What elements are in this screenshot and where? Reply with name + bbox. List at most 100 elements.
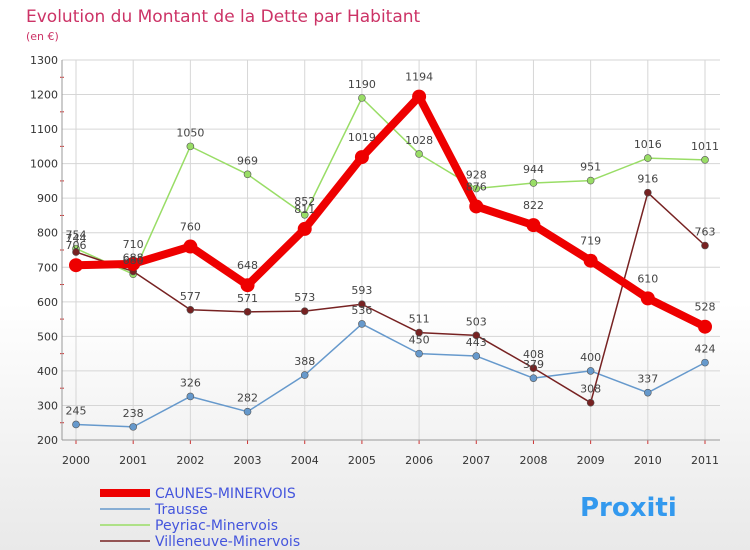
chart-subtitle: (en €) (26, 30, 59, 43)
data-label: 944 (523, 163, 544, 176)
series-point-3 (186, 305, 195, 314)
series-point-1 (415, 349, 423, 358)
x-tick-label: 2006 (405, 454, 433, 467)
series-point-2 (644, 154, 652, 162)
data-label: 706 (66, 239, 87, 252)
y-tick-label: 600 (37, 296, 58, 309)
series-point-1 (243, 407, 252, 416)
series-line-0 (72, 92, 709, 331)
data-label: 245 (66, 404, 87, 417)
data-label: 876 (466, 180, 487, 193)
data-label: 573 (294, 291, 315, 304)
x-tick-label: 2001 (119, 454, 147, 467)
data-label: 744 (66, 232, 87, 245)
series-point-1 (644, 388, 652, 397)
data-label: 719 (580, 235, 601, 248)
proxiti-logo: Proxiti (580, 493, 677, 523)
series-point-3 (586, 398, 595, 407)
series-point-3 (644, 188, 652, 197)
y-tick-label: 400 (37, 365, 58, 378)
series-point-2 (186, 142, 195, 151)
data-label: 238 (123, 407, 144, 420)
series-point-1 (72, 420, 80, 429)
series-point-2 (358, 94, 366, 102)
data-label: 822 (523, 199, 544, 212)
series-point-2 (586, 176, 595, 185)
x-tick-label: 2002 (176, 454, 204, 467)
x-tick-label: 2003 (234, 454, 262, 467)
data-label: 1190 (348, 78, 376, 91)
x-tick-label: 2004 (291, 454, 319, 467)
series-point-2 (415, 150, 423, 158)
data-label: 326 (180, 376, 201, 389)
data-label: 1019 (348, 131, 376, 144)
data-label: 610 (637, 272, 658, 285)
x-tick-label: 2000 (62, 454, 90, 467)
y-tick-label: 1000 (30, 158, 58, 171)
series-point-0 (526, 218, 541, 233)
y-tick-label: 200 (37, 434, 58, 447)
series-point-2 (300, 210, 309, 219)
data-label: 443 (466, 336, 487, 349)
series-point-0 (698, 319, 712, 334)
data-label: 928 (466, 169, 487, 182)
series-point-1 (186, 392, 195, 401)
series-point-2 (472, 184, 481, 193)
series-point-0 (297, 221, 312, 236)
data-label: 577 (180, 290, 201, 303)
y-tick-label: 900 (37, 192, 58, 205)
axes: 200 300 400 500 600 700 800 900 1000 1100 1200 1300… (30, 54, 720, 467)
data-label: 680 (123, 254, 144, 267)
data-label: 763 (695, 226, 716, 239)
data-label: 710 (123, 238, 144, 251)
x-tick-label: 2009 (577, 454, 605, 467)
series-point-0 (69, 258, 83, 273)
logo-text: Proxiti (580, 493, 677, 523)
y-tick-label: 300 (37, 399, 58, 412)
series-point-3 (701, 241, 709, 250)
x-tick-label: 2007 (462, 454, 490, 467)
data-label: 593 (351, 284, 372, 297)
y-tick-label: 1200 (30, 89, 58, 102)
series-point-2 (243, 170, 252, 179)
y-tick-label: 1300 (30, 54, 58, 67)
data-label: 916 (637, 173, 658, 186)
data-label: 503 (466, 315, 487, 328)
data-label: 337 (637, 373, 658, 386)
series-layer (69, 89, 712, 431)
series-point-0 (354, 150, 369, 165)
series-point-3 (72, 248, 80, 256)
data-labels: 706 710 760 648 811 1019 1194 876 822 719 610 528 24… (66, 71, 720, 420)
series-point-0 (183, 239, 198, 254)
data-label: 379 (523, 358, 544, 371)
data-label: 511 (409, 313, 430, 326)
legend-entry: CAUNES-MINERVOIS (155, 486, 296, 502)
data-label: 1050 (176, 126, 204, 139)
series-point-2 (529, 179, 538, 187)
data-label: 571 (237, 292, 258, 305)
series-line-1 (75, 323, 706, 428)
series-point-3 (472, 331, 481, 340)
series-point-2 (701, 156, 709, 164)
series-point-3 (415, 328, 423, 337)
data-label: 811 (294, 203, 315, 216)
y-tick-label: 800 (37, 227, 58, 240)
data-label: 1011 (691, 140, 719, 153)
data-label: 282 (237, 392, 258, 405)
data-label: 450 (409, 334, 430, 347)
data-label: 760 (180, 221, 201, 234)
x-tick-label: 2008 (519, 454, 547, 467)
series-point-3 (243, 308, 252, 316)
legend-entry: Villeneuve-Minervois (155, 534, 300, 550)
series-line-3 (75, 191, 706, 404)
data-label: 408 (523, 348, 544, 361)
series-point-3 (529, 364, 538, 372)
data-label: 1194 (405, 71, 433, 84)
x-tick-label: 2005 (348, 454, 376, 467)
y-tick-label: 700 (37, 261, 58, 274)
series-point-0 (412, 89, 427, 104)
data-label: 388 (294, 355, 315, 368)
series-point-3 (358, 300, 366, 309)
series-point-1 (129, 423, 137, 431)
